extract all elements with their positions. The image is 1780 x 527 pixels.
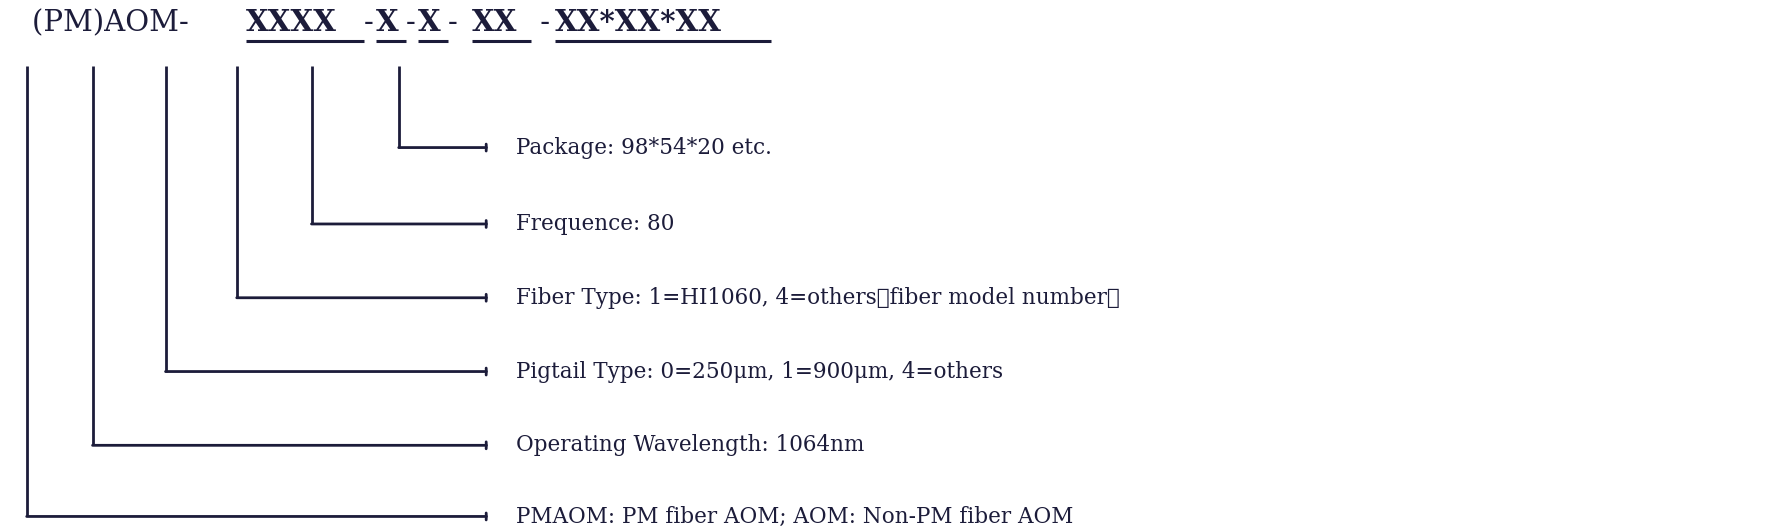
Text: X: X (418, 8, 441, 37)
Text: Frequence: 80: Frequence: 80 (516, 213, 675, 235)
Text: XXXX: XXXX (246, 8, 336, 37)
Text: Fiber Type: 1=HI1060, 4=others（fiber model number）: Fiber Type: 1=HI1060, 4=others（fiber mod… (516, 287, 1120, 309)
Text: X: X (376, 8, 399, 37)
Text: Pigtail Type: 0=250μm, 1=900μm, 4=others: Pigtail Type: 0=250μm, 1=900μm, 4=others (516, 360, 1004, 383)
Text: -: - (363, 9, 374, 37)
Text: -: - (447, 9, 466, 37)
Text: -: - (406, 9, 415, 37)
Text: Package: 98*54*20 etc.: Package: 98*54*20 etc. (516, 136, 773, 159)
Text: XX: XX (472, 8, 518, 37)
Text: (PM)AOM-: (PM)AOM- (32, 9, 198, 37)
Text: -: - (530, 9, 550, 37)
Text: XX*XX*XX: XX*XX*XX (555, 8, 723, 37)
Text: PMAOM: PM fiber AOM; AOM: Non-PM fiber AOM: PMAOM: PM fiber AOM; AOM: Non-PM fiber A… (516, 505, 1073, 527)
Text: Operating Wavelength: 1064nm: Operating Wavelength: 1064nm (516, 434, 865, 456)
